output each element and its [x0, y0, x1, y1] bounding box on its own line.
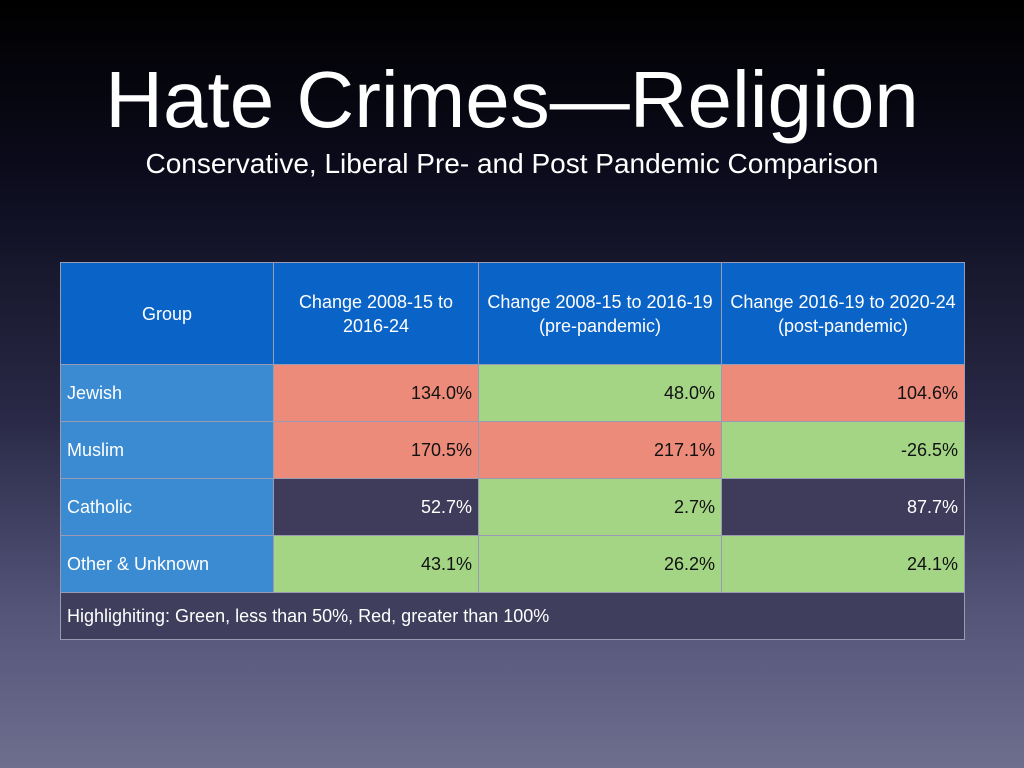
value-cell: 87.7% [721, 478, 965, 536]
table-row: Muslim 170.5% 217.1% -26.5% [60, 421, 965, 479]
table-header-row: Group Change 2008-15 to 2016-24 Change 2… [60, 262, 965, 365]
value-cell: 134.0% [273, 364, 479, 422]
value-cell: 52.7% [273, 478, 479, 536]
hate-crimes-table: Group Change 2008-15 to 2016-24 Change 2… [60, 262, 965, 640]
table-note-row: Highlighiting: Green, less than 50%, Red… [60, 592, 965, 640]
highlighting-note: Highlighiting: Green, less than 50%, Red… [60, 592, 965, 640]
group-cell: Jewish [60, 364, 274, 422]
slide-title: Hate Crimes—Religion [105, 55, 919, 144]
header-change-post-pandemic: Change 2016-19 to 2020-24 (post-pandemic… [721, 262, 965, 365]
value-cell: 104.6% [721, 364, 965, 422]
table-row: Catholic 52.7% 2.7% 87.7% [60, 478, 965, 536]
group-cell: Muslim [60, 421, 274, 479]
table-row: Jewish 134.0% 48.0% 104.6% [60, 364, 965, 422]
value-cell: 24.1% [721, 535, 965, 593]
header-change-2008-15-to-2016-24: Change 2008-15 to 2016-24 [273, 262, 479, 365]
value-cell: -26.5% [721, 421, 965, 479]
table-row: Other & Unknown 43.1% 26.2% 24.1% [60, 535, 965, 593]
group-cell: Catholic [60, 478, 274, 536]
group-cell: Other & Unknown [60, 535, 274, 593]
header-group: Group [60, 262, 274, 365]
value-cell: 26.2% [478, 535, 722, 593]
slide-subtitle: Conservative, Liberal Pre- and Post Pand… [145, 148, 879, 179]
value-cell: 217.1% [478, 421, 722, 479]
value-cell: 43.1% [273, 535, 479, 593]
value-cell: 2.7% [478, 478, 722, 536]
header-change-pre-pandemic: Change 2008-15 to 2016-19 (pre-pandemic) [478, 262, 722, 365]
value-cell: 170.5% [273, 421, 479, 479]
value-cell: 48.0% [478, 364, 722, 422]
